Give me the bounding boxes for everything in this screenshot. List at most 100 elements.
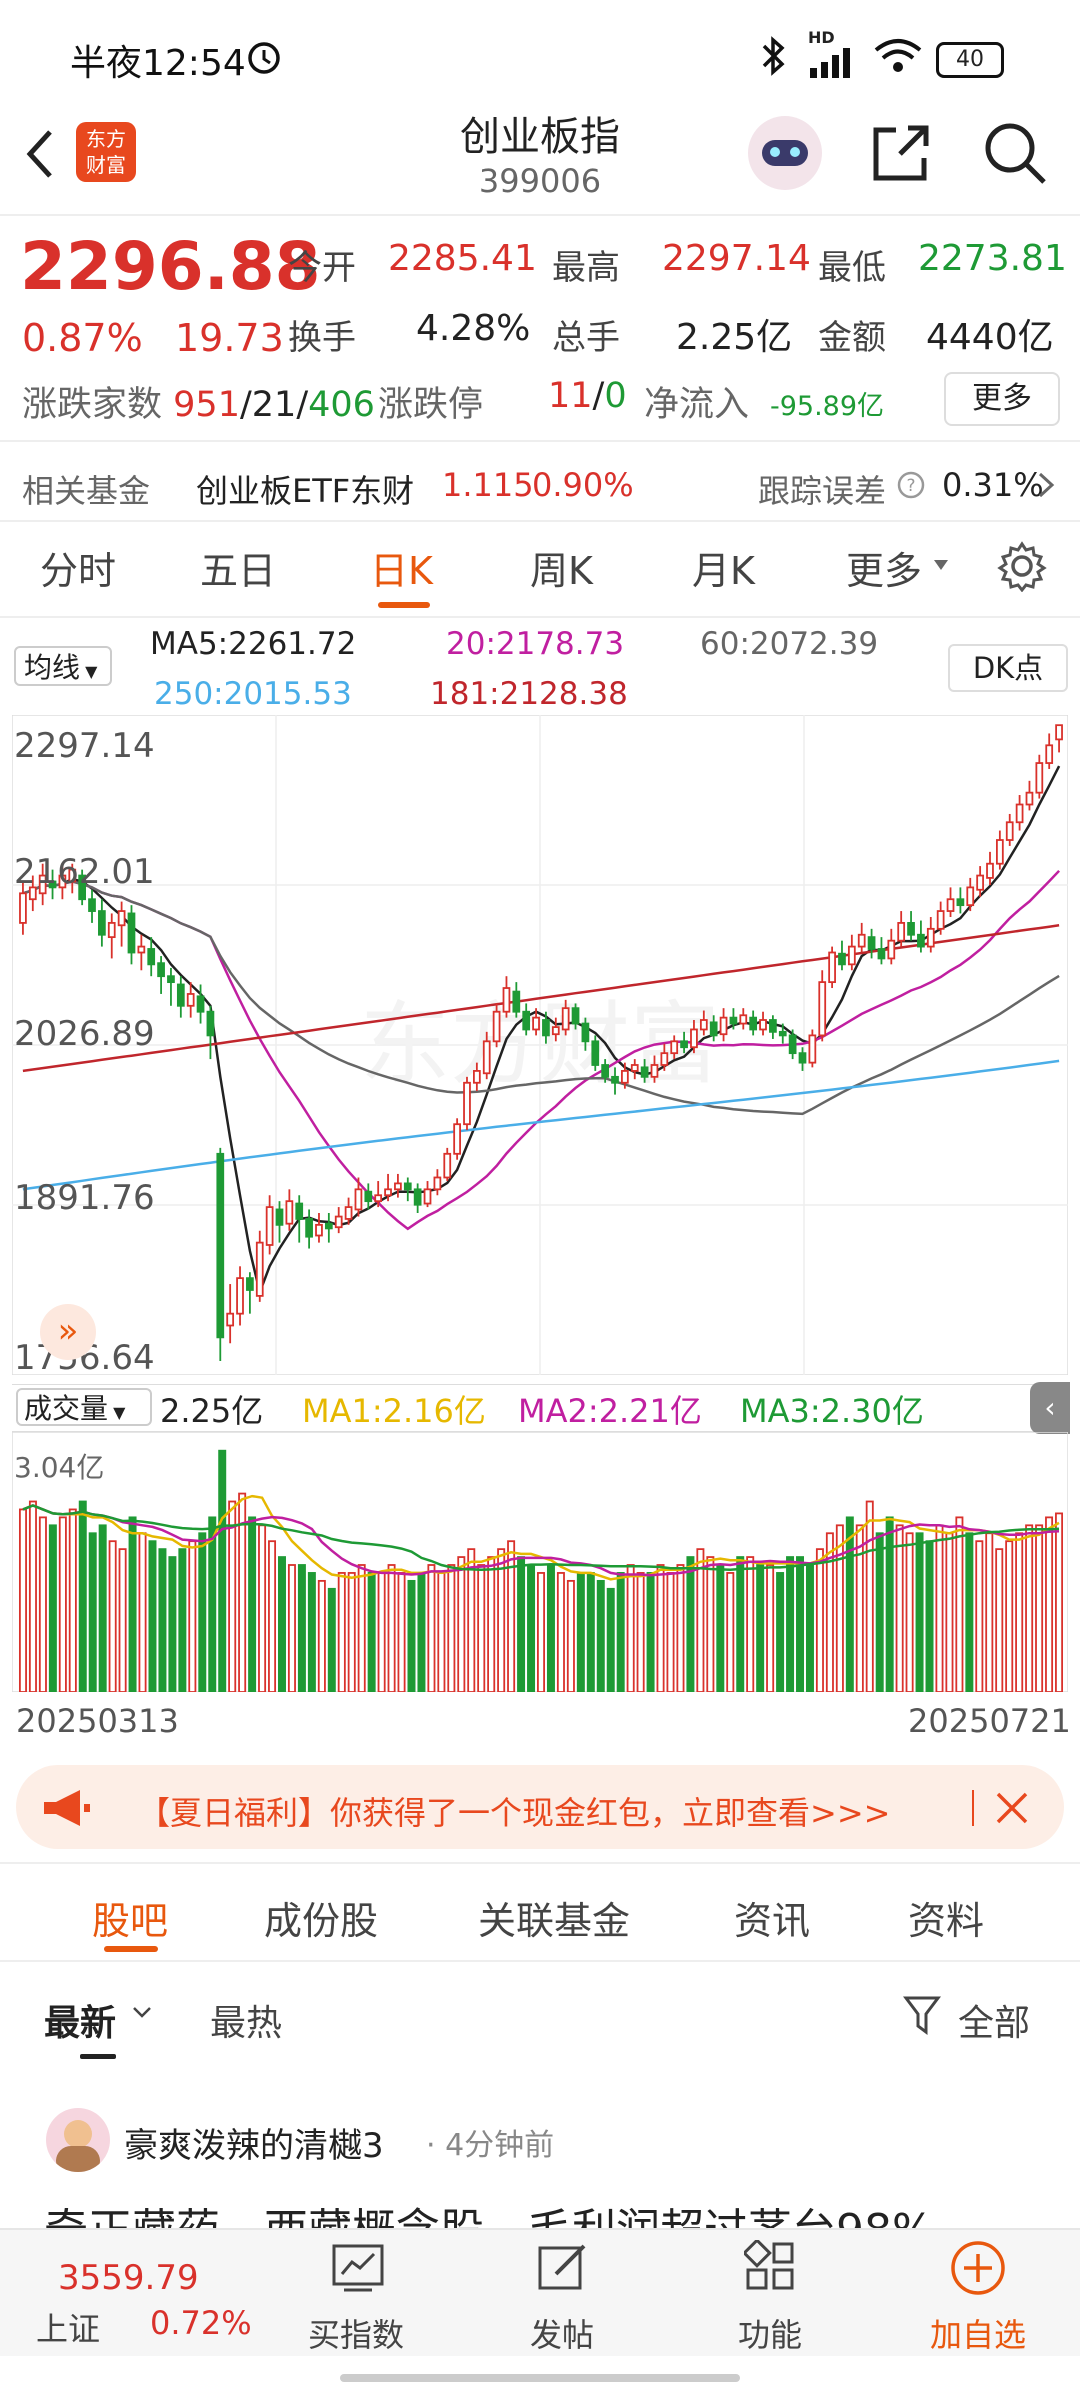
breadth-sep: / [296, 385, 309, 425]
volume-bar [566, 1579, 575, 1692]
volume-bar [1035, 1524, 1044, 1692]
fund-name[interactable]: 创业板ETF东财 [196, 472, 415, 510]
sort-hottest[interactable]: 最热 [210, 2003, 283, 2044]
fund-pct: 0.90% [532, 466, 634, 504]
candle-body [660, 1052, 669, 1066]
grid-functions-icon[interactable] [744, 2240, 798, 2294]
edit-post-icon[interactable] [536, 2240, 590, 2294]
tab-intraday[interactable]: 分时 [40, 549, 117, 593]
candle-body [394, 1182, 402, 1191]
breadth-up: 951 [173, 385, 240, 425]
volume-bar [198, 1532, 207, 1692]
add-watchlist-label[interactable]: 加自选 [930, 2316, 1027, 2354]
buy-index-label[interactable]: 买指数 [308, 2316, 405, 2354]
filter-all[interactable]: 全部 [958, 2003, 1031, 2044]
tab-news[interactable]: 资讯 [734, 1899, 811, 1943]
volume-bar [238, 1492, 247, 1692]
post-label[interactable]: 发帖 [530, 2316, 595, 2354]
ma-line-ma5 [22, 765, 1061, 1297]
volume-chart[interactable] [12, 1432, 1068, 1692]
battery-icon: 40 [936, 42, 1004, 78]
sh-index-price[interactable]: 3559.79 [58, 2258, 199, 2298]
volume-bar [98, 1524, 107, 1692]
tab-related-funds[interactable]: 关联基金 [478, 1899, 631, 1943]
tab-guba[interactable]: 股吧 [92, 1899, 169, 1943]
watermark: 东方财富 [360, 992, 720, 1097]
volume-bar [855, 1524, 864, 1692]
volume-bar [307, 1572, 316, 1692]
tab-five-day[interactable]: 五日 [200, 549, 277, 593]
volume-bar [148, 1540, 157, 1692]
ma60-value: 60:2072.39 [700, 626, 879, 662]
volume-bar [835, 1524, 844, 1692]
ma-toggle[interactable]: 均线 ▼ [14, 646, 112, 686]
change-value: 19.73 [175, 316, 284, 360]
candle-body [147, 948, 156, 966]
candle-body [936, 910, 945, 930]
tab-more[interactable]: 更多 [846, 549, 923, 593]
assistant-avatar[interactable] [748, 116, 822, 190]
candle-body [759, 1019, 767, 1031]
close-icon[interactable] [994, 1790, 1030, 1826]
ma-line-ma181 [22, 924, 1060, 1073]
volume-bar [397, 1572, 406, 1692]
tab-profile[interactable]: 资料 [908, 1899, 985, 1943]
candle-body [463, 1081, 471, 1126]
search-icon[interactable] [980, 118, 1050, 188]
volume-bar [845, 1516, 854, 1692]
volume-bar [537, 1572, 545, 1692]
ma5-value: MA5:2261.72 [150, 626, 357, 662]
tab-weekly-k[interactable]: 周K [530, 549, 593, 593]
candle-body [838, 952, 846, 966]
help-icon[interactable]: ? [896, 470, 926, 500]
sort-newest[interactable]: 最新 [44, 2003, 117, 2044]
expand-arrows-icon[interactable]: » [40, 1304, 96, 1360]
candle-body [354, 1188, 363, 1211]
tab-monthly-k[interactable]: 月K [692, 549, 755, 593]
breadth-sep: / [239, 385, 252, 425]
active-tab-indicator [378, 602, 430, 608]
indicator-select[interactable]: 成交量 ▼ [16, 1388, 152, 1426]
candle-body [374, 1194, 383, 1203]
chevron-right-icon[interactable] [1036, 470, 1056, 500]
dk-button[interactable]: DK点 [948, 644, 1068, 692]
promo-banner[interactable] [16, 1765, 1064, 1849]
post-author[interactable]: 豪爽泼辣的清樾3 [124, 2126, 384, 2166]
high-label: 最高 [552, 248, 620, 288]
share-icon[interactable] [868, 120, 934, 186]
candle-body [1015, 803, 1024, 824]
settings-icon[interactable] [996, 540, 1048, 592]
candle-body [196, 995, 205, 1013]
candle-body [887, 939, 896, 960]
volume-bar [258, 1524, 267, 1692]
divider [0, 520, 1080, 522]
avatar[interactable] [46, 2108, 110, 2172]
collapse-panel-icon[interactable]: ‹ [1030, 1382, 1070, 1434]
candle-body [265, 1206, 274, 1246]
volume-bar [58, 1516, 67, 1692]
add-circle-icon[interactable] [948, 2238, 1008, 2298]
candle-body [226, 1312, 235, 1327]
open-value: 2285.41 [388, 238, 537, 279]
more-button[interactable]: 更多 [944, 372, 1060, 426]
kline-chart[interactable]: 东方财富 [12, 715, 1068, 1375]
volume-bar [377, 1572, 386, 1692]
limit-up: 11 [548, 376, 593, 416]
tab-daily-k[interactable]: 日K [370, 549, 433, 593]
volume-bar [437, 1572, 446, 1692]
candle-body [650, 1064, 659, 1078]
filter-icon[interactable] [902, 1994, 942, 2038]
back-icon[interactable] [20, 124, 60, 184]
volume-bar [278, 1556, 286, 1692]
functions-label[interactable]: 功能 [738, 2316, 803, 2354]
chart-trend-icon[interactable] [330, 2242, 386, 2294]
sh-index-name[interactable]: 上证 [36, 2310, 101, 2348]
volume-bar [955, 1516, 964, 1692]
banner-text[interactable]: 【夏日福利】你获得了一个现金红包，立即查看>>> [138, 1794, 891, 1832]
tracking-error-label: 跟踪误差 [758, 472, 887, 510]
volume-bar [596, 1579, 605, 1692]
volume-bar [417, 1572, 426, 1692]
candle-body [1035, 762, 1044, 794]
tab-constituents[interactable]: 成份股 [264, 1899, 379, 1943]
volume-bar [805, 1564, 814, 1692]
